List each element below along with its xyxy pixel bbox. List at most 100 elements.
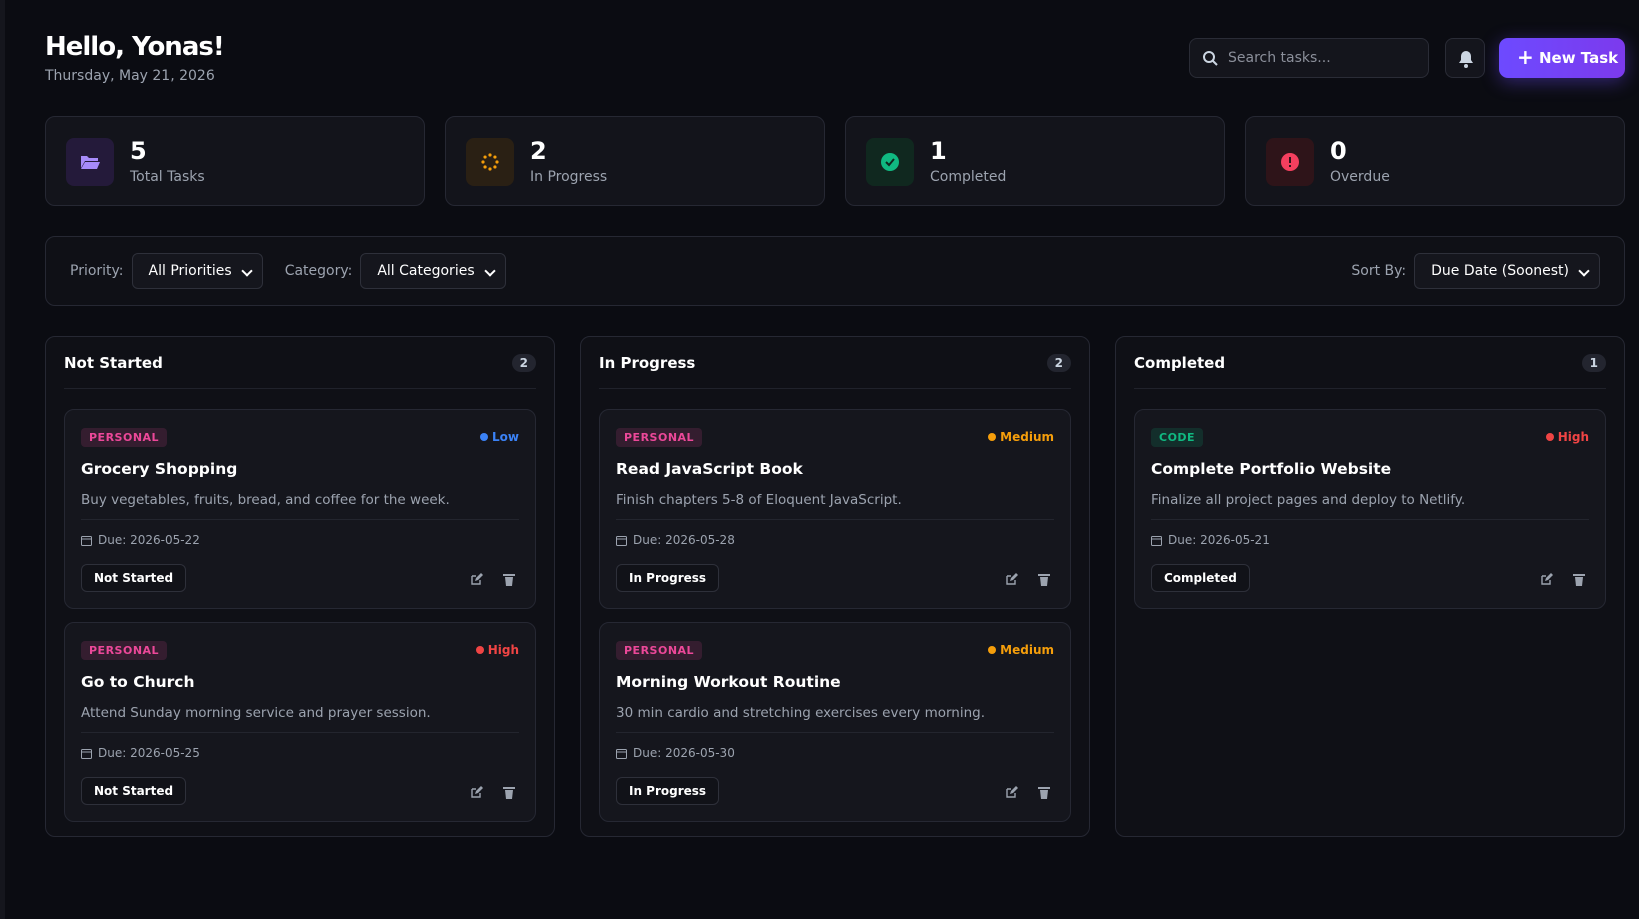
calendar-icon bbox=[616, 535, 627, 546]
priority-dot bbox=[480, 433, 489, 441]
task-description: Buy vegetables, fruits, bread, and coffe… bbox=[81, 492, 519, 520]
due-date: Due: 2026-05-25 bbox=[81, 746, 519, 760]
priority-value: All Priorities bbox=[148, 263, 232, 279]
delete-icon[interactable] bbox=[1573, 573, 1585, 586]
task-title: Complete Portfolio Website bbox=[1151, 460, 1392, 478]
status-badge[interactable]: Not Started bbox=[81, 777, 187, 805]
task-card: PERSONAL Low Grocery Shopping Buy vegetable… bbox=[64, 409, 536, 609]
priority-label: Medium bbox=[1000, 430, 1054, 444]
task-card: PERSONAL Medium Morning Workout Routine 30 … bbox=[599, 622, 1071, 822]
sort-select[interactable]: Due Date (Soonest) bbox=[1414, 253, 1600, 289]
task-actions bbox=[1540, 573, 1585, 586]
status-badge[interactable]: In Progress bbox=[616, 564, 720, 592]
due-date: Due: 2026-05-30 bbox=[616, 746, 1054, 760]
stat-card: 0 Overdue bbox=[1245, 116, 1625, 206]
new-task-button[interactable]: + New Task bbox=[1499, 38, 1625, 78]
priority-dot bbox=[988, 433, 997, 441]
due-text: Due: 2026-05-30 bbox=[633, 746, 735, 760]
task-actions bbox=[470, 786, 515, 799]
category-tag: PERSONAL bbox=[81, 428, 168, 447]
category-tag: PERSONAL bbox=[616, 428, 703, 447]
stat-icon bbox=[1266, 138, 1314, 186]
category-value: All Categories bbox=[377, 263, 475, 279]
stat-label: In Progress bbox=[530, 169, 608, 185]
due-date: Due: 2026-05-28 bbox=[616, 533, 1054, 547]
edit-icon[interactable] bbox=[470, 786, 483, 799]
column: Not Started 2 PERSONAL Low Grocery Shopping B… bbox=[45, 336, 555, 837]
task-title: Read JavaScript Book bbox=[616, 460, 803, 478]
stat-icon bbox=[866, 138, 914, 186]
column-header: In Progress 2 bbox=[599, 337, 1071, 389]
task-actions bbox=[1005, 573, 1050, 586]
priority: High bbox=[1545, 430, 1589, 444]
calendar-icon bbox=[1151, 535, 1162, 546]
category-label: Category: bbox=[284, 263, 353, 279]
stat-value: 0 bbox=[1330, 137, 1347, 165]
columns: Not Started 2 PERSONAL Low Grocery Shopping B… bbox=[45, 336, 1625, 837]
task-card: PERSONAL High Go to Church Attend Sunday mo… bbox=[64, 622, 536, 822]
delete-icon[interactable] bbox=[503, 573, 515, 586]
edit-icon[interactable] bbox=[1005, 786, 1018, 799]
priority-label: High bbox=[487, 643, 519, 657]
header: Hello, Yonas! Thursday, May 21, 2026 Sea… bbox=[45, 32, 1625, 84]
status-badge[interactable]: Completed bbox=[1151, 564, 1250, 592]
priority-select[interactable]: All Priorities bbox=[131, 253, 263, 289]
category-select[interactable]: All Categories bbox=[360, 253, 506, 289]
search-input[interactable]: Search tasks... bbox=[1189, 38, 1429, 78]
due-text: Due: 2026-05-28 bbox=[633, 533, 735, 547]
stat-card: 5 Total Tasks bbox=[45, 116, 425, 206]
task-actions bbox=[1005, 786, 1050, 799]
column-count: 2 bbox=[511, 353, 536, 372]
delete-icon[interactable] bbox=[503, 786, 515, 799]
stat-label: Completed bbox=[930, 169, 1007, 185]
column-header: Not Started 2 bbox=[64, 337, 536, 389]
stat-value: 1 bbox=[930, 137, 947, 165]
status-badge[interactable]: Not Started bbox=[81, 564, 187, 592]
category-tag: CODE bbox=[1151, 428, 1204, 447]
stat-card: 2 In Progress bbox=[445, 116, 825, 206]
priority-dot bbox=[475, 646, 484, 654]
icon bbox=[881, 153, 899, 171]
icon bbox=[81, 156, 100, 169]
priority-label: Priority: bbox=[70, 263, 124, 279]
delete-icon[interactable] bbox=[1038, 786, 1050, 799]
due-text: Due: 2026-05-21 bbox=[1168, 533, 1270, 547]
priority: Low bbox=[480, 430, 519, 444]
notifications-button[interactable] bbox=[1445, 38, 1485, 78]
task-card: PERSONAL Medium Read JavaScript Book Finish… bbox=[599, 409, 1071, 609]
edit-icon[interactable] bbox=[470, 573, 483, 586]
plus-icon: + bbox=[1517, 45, 1534, 69]
stat-value: 5 bbox=[130, 137, 147, 165]
column-count: 2 bbox=[1046, 353, 1071, 372]
filters: Priority: All Priorities Category: All C… bbox=[45, 236, 1625, 306]
priority-label: High bbox=[1557, 430, 1589, 444]
sort-value: Due Date (Soonest) bbox=[1431, 263, 1569, 279]
category-tag: PERSONAL bbox=[81, 641, 168, 660]
calendar-icon bbox=[616, 748, 627, 759]
stat-card: 1 Completed bbox=[845, 116, 1225, 206]
delete-icon[interactable] bbox=[1038, 573, 1050, 586]
greeting: Hello, Yonas! bbox=[45, 32, 225, 62]
column-title: In Progress bbox=[599, 353, 696, 372]
task-title: Morning Workout Routine bbox=[616, 673, 841, 691]
column-title: Not Started bbox=[64, 353, 163, 372]
search-placeholder: Search tasks... bbox=[1228, 50, 1331, 66]
column: Completed 1 CODE High Complete Portfolio Web… bbox=[1115, 336, 1625, 837]
stat-icon bbox=[466, 138, 514, 186]
priority-label: Medium bbox=[1000, 643, 1054, 657]
stat-icon bbox=[66, 138, 114, 186]
icon bbox=[1281, 153, 1299, 171]
icon bbox=[481, 153, 499, 171]
due-text: Due: 2026-05-22 bbox=[98, 533, 200, 547]
calendar-icon bbox=[81, 748, 92, 759]
task-description: Finish chapters 5-8 of Eloquent JavaScri… bbox=[616, 492, 1054, 520]
sort-label: Sort By: bbox=[1351, 263, 1407, 279]
edit-icon[interactable] bbox=[1005, 573, 1018, 586]
edit-icon[interactable] bbox=[1540, 573, 1553, 586]
column-header: Completed 1 bbox=[1134, 337, 1606, 389]
due-text: Due: 2026-05-25 bbox=[98, 746, 200, 760]
status-badge[interactable]: In Progress bbox=[616, 777, 720, 805]
task-description: Attend Sunday morning service and prayer… bbox=[81, 705, 519, 733]
